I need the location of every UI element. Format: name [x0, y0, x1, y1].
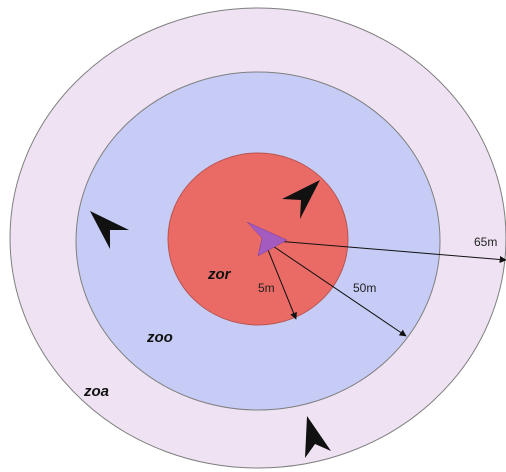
zone-of-repulsion — [167, 152, 349, 326]
zone-label-zor: zor — [207, 266, 232, 283]
distance-label-outer: 65m — [474, 235, 497, 249]
radius-arrow-outer — [263, 239, 506, 263]
zone-label-zoo: zoo — [146, 329, 173, 346]
agent-arrow-icon — [305, 416, 331, 458]
agent-arrow-icon — [282, 180, 320, 219]
distance-label-middle: 50m — [353, 281, 376, 295]
zone-label-zoa: zoa — [83, 383, 109, 400]
radius-arrow-inner — [263, 239, 297, 320]
focal-agent-arrow-icon — [246, 221, 288, 257]
distance-label-inner: 5m — [258, 281, 275, 295]
radius-arrow-middle — [263, 239, 407, 337]
agent-arrow-icon — [90, 211, 129, 249]
